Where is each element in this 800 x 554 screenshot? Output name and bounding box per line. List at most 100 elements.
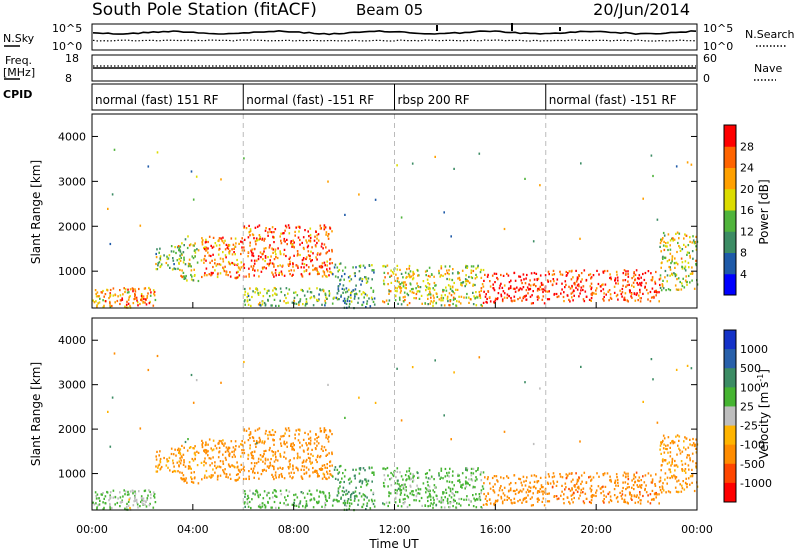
velocity-cell [667,436,670,439]
velocity-cell [269,433,271,436]
power-cell [129,295,131,298]
power-cell [102,289,104,293]
power-cell [366,302,368,305]
velocity-colorbar-swatch [724,463,736,484]
velocity-cell [681,468,683,471]
velocity-cell [399,489,402,492]
power-cell [332,273,334,276]
power-cell [461,284,463,287]
velocity-cell [284,427,287,430]
power-cell [222,236,224,239]
velocity-cell [250,462,253,465]
power-cell [644,285,646,288]
velocity-cell [191,477,193,480]
velocity-cell [645,484,647,487]
power-cell [652,174,654,178]
velocity-cell [144,503,146,506]
power-cell [454,297,456,300]
power-cell [438,269,440,272]
velocity-cell [540,484,543,487]
velocity-cell [486,478,489,481]
velocity-cell [204,444,207,447]
velocity-cell [442,492,444,495]
velocity-cell [320,448,323,451]
power-cell [256,289,259,292]
velocity-cell [483,482,485,485]
velocity-cell [397,487,400,490]
velocity-cell [676,453,678,456]
velocity-cell [138,490,140,493]
power-cell [155,262,157,266]
velocity-cell [548,500,551,503]
power-cell [511,300,513,303]
power-cell [296,294,299,297]
power-cell [102,306,104,309]
velocity-cell [290,444,292,447]
power-cell [536,298,539,301]
velocity-cell [438,500,441,503]
power-cell [662,231,665,235]
velocity-cell [209,464,211,467]
velocity-cell [289,465,291,468]
velocity-cell [655,496,657,499]
velocity-cell [153,493,156,496]
velocity-cell [388,492,391,495]
power-cell [432,301,434,304]
power-cell [238,274,241,277]
velocity-cell [249,431,252,434]
power-cell [571,296,573,299]
velocity-cell [98,497,100,500]
velocity-cell [497,480,499,483]
power-cell [211,259,213,262]
velocity-cell [592,476,595,479]
velocity-cell [654,483,656,486]
power-cell [319,252,322,255]
power-cell [279,264,281,267]
velocity-cell [156,450,158,453]
velocity-cell [400,419,403,422]
power-cell [477,264,479,267]
velocity-cell [278,474,281,477]
power-cell [622,284,624,287]
power-cell [590,286,593,289]
power-cell [210,274,212,277]
power-cell [287,263,290,266]
cpid-segment-label: rbsp 200 RF [398,93,470,107]
power-cell [462,281,464,284]
power-cell [482,301,485,304]
velocity-cell [458,502,460,505]
power-cell [317,233,320,236]
velocity-cell [262,455,264,458]
power-cell [667,241,669,244]
velocity-cell [524,484,527,487]
power-cell [394,279,396,282]
velocity-cell [192,401,195,404]
power-cell [645,282,647,285]
velocity-cell [218,451,220,454]
velocity-cell [255,440,258,443]
power-cell [203,248,206,251]
velocity-cell [262,497,265,500]
velocity-cell [529,497,532,500]
velocity-cell [200,461,203,464]
power-cell [280,290,283,294]
velocity-cell [109,507,112,511]
velocity-cell [452,500,455,503]
velocity-cell [445,488,447,491]
power-cell [224,265,226,268]
velocity-cell [358,492,361,495]
power-cell [478,290,481,294]
power-cell [503,284,506,287]
velocity-cell [432,503,434,506]
x-axis-label: Time UT [368,537,419,551]
freq-tick-top: 18 [65,52,79,65]
power-cell [440,294,443,297]
velocity-cell [307,456,310,459]
power-cell [227,247,230,250]
velocity-cell [283,477,286,480]
power-cell [663,234,666,237]
velocity-cell [180,459,182,462]
velocity-cell [266,494,268,497]
power-cell [412,277,415,280]
